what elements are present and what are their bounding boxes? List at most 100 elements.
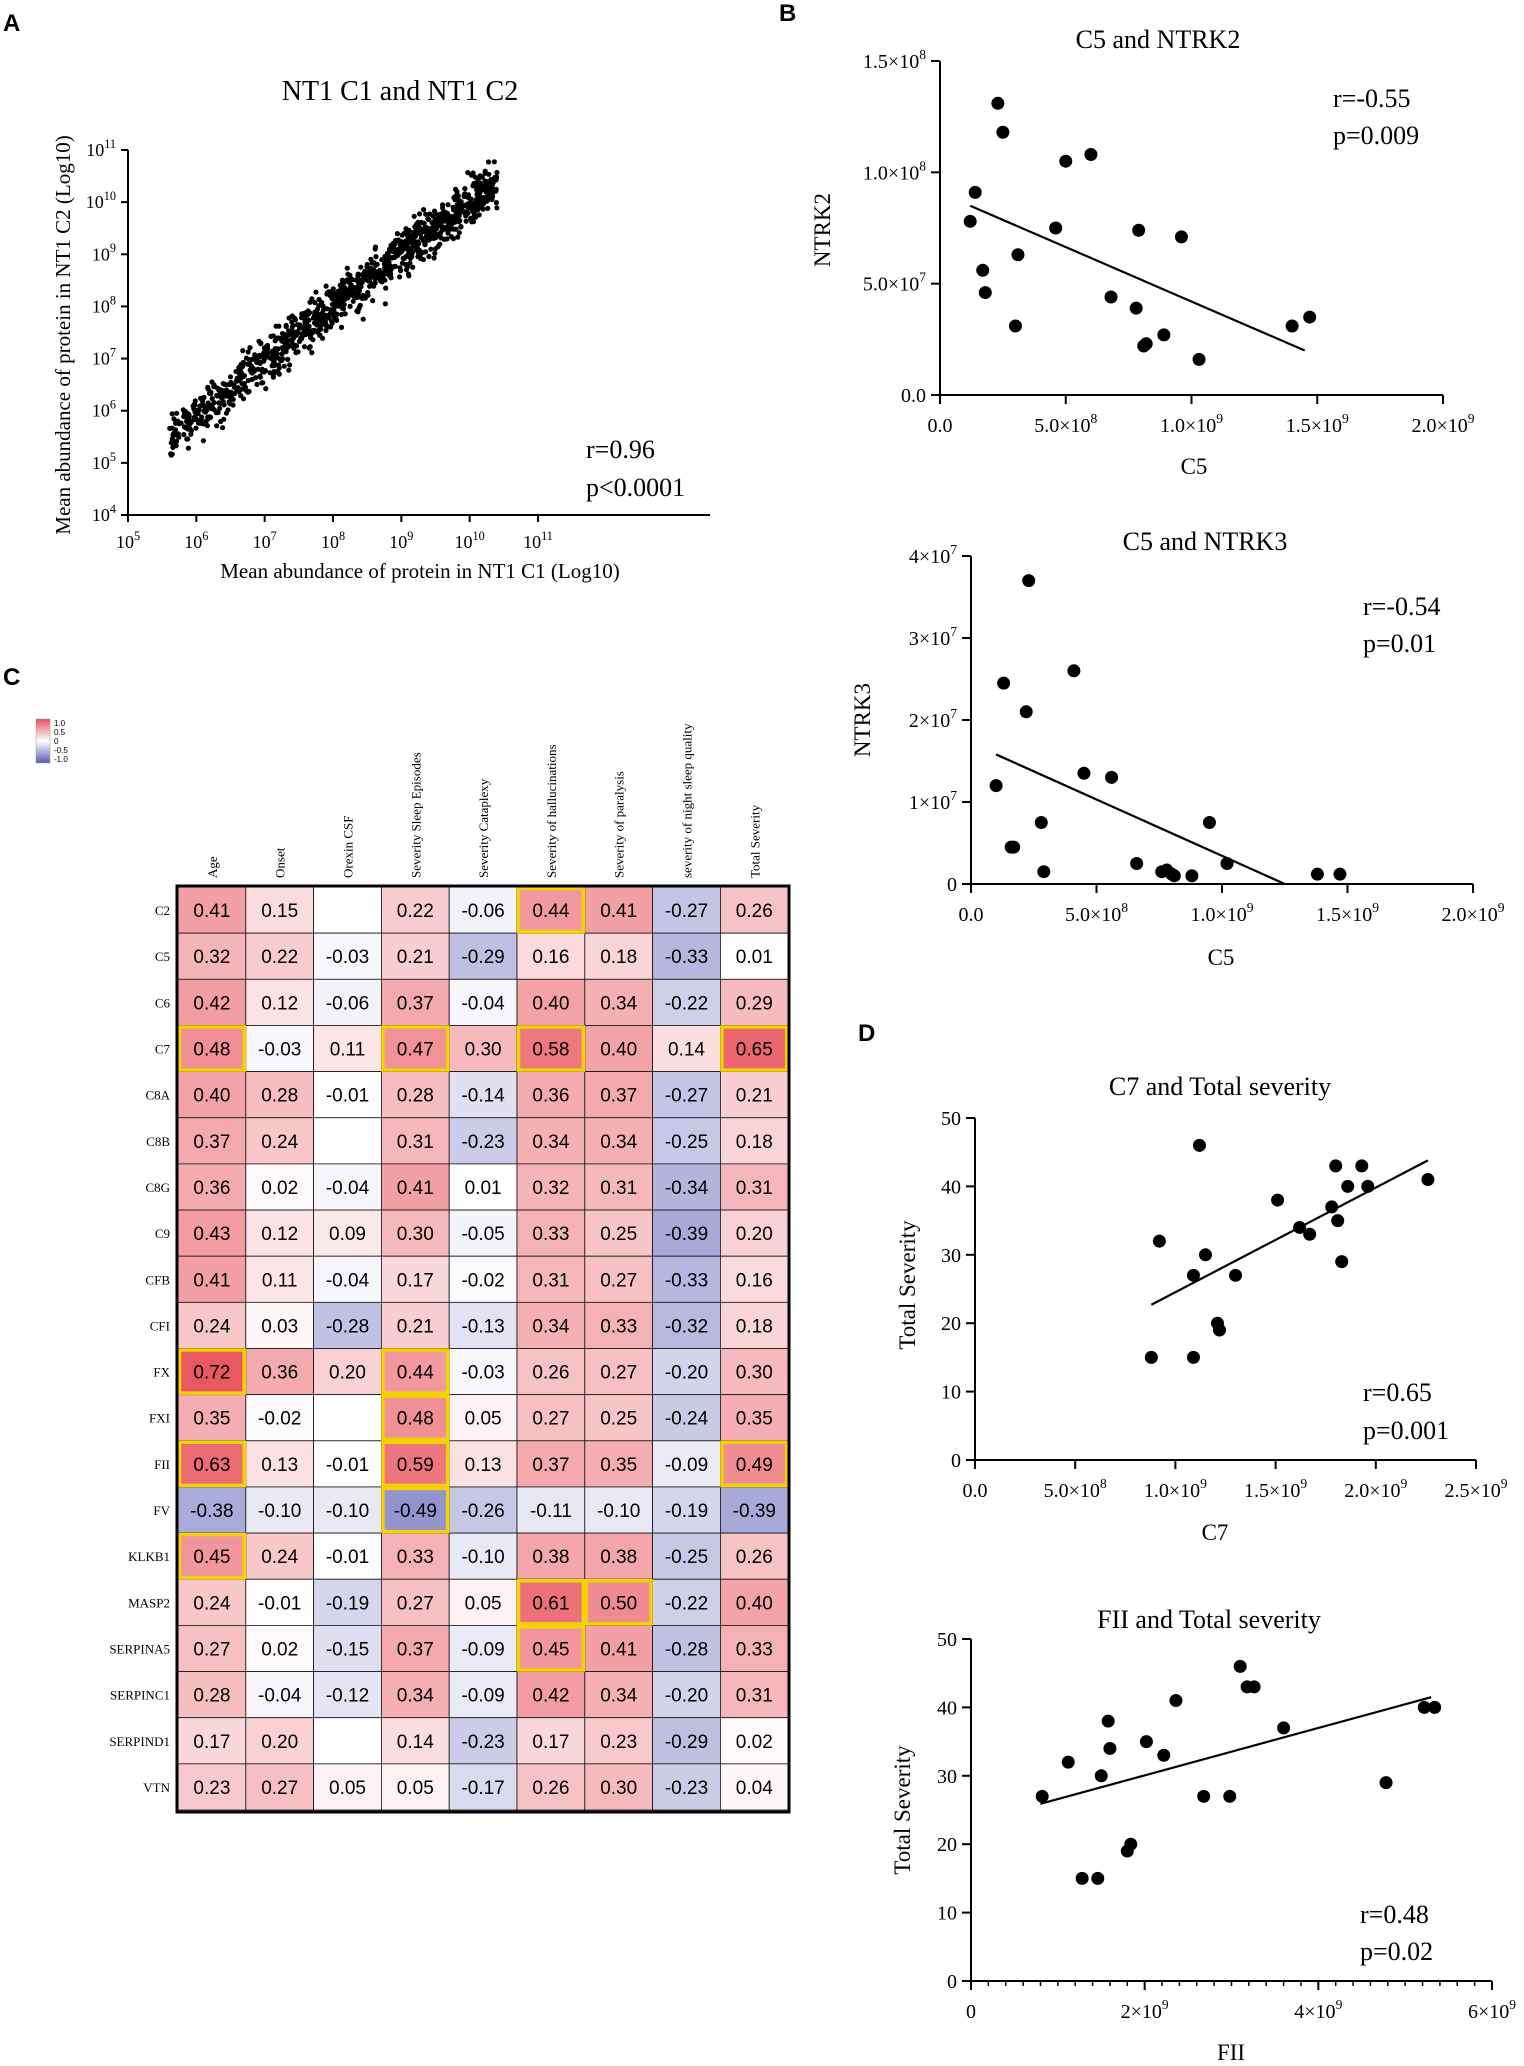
heatmap-cell-value: 0.22	[397, 901, 434, 922]
y-tick-label: 3×107	[909, 624, 957, 650]
heatmap-cell-value: 0.34	[397, 1686, 434, 1707]
data-point	[441, 236, 447, 242]
data-point	[459, 208, 465, 214]
heatmap-cell-value: -0.10	[326, 1501, 369, 1522]
panel-b2-scatter: C5 and NTRK3 0 1×107 2×107 3×107 4×107 0.0 5.0…	[850, 527, 1505, 970]
data-point	[313, 328, 319, 334]
data-point	[205, 386, 211, 392]
data-point	[296, 338, 303, 344]
data-point	[448, 234, 454, 240]
heatmap-cell	[720, 1717, 789, 1765]
heatmap-cell-value: 0.14	[397, 1732, 434, 1753]
heatmap-cell-value: 0.05	[465, 1593, 502, 1614]
data-point	[383, 285, 389, 291]
heatmap-cell	[584, 1209, 653, 1257]
data-point	[421, 207, 427, 213]
data-point	[491, 159, 497, 165]
data-point	[1212, 1323, 1226, 1337]
heatmap-cell	[448, 932, 518, 980]
heatmap-cell	[380, 1348, 450, 1396]
heatmap-cell-value: 0.29	[736, 993, 773, 1014]
heatmap-cell-value: -0.09	[665, 1455, 708, 1476]
heatmap-cell-value: -0.10	[461, 1547, 504, 1568]
data-point	[1341, 1179, 1355, 1193]
data-point	[991, 96, 1005, 110]
heatmap-cell-value: 0.05	[329, 1778, 366, 1799]
heatmap-cell	[516, 1532, 586, 1580]
heatmap-column-label: Age	[205, 856, 220, 878]
chart-a-x-ticks: 105 106 107 108 109 1010 1011	[116, 515, 553, 552]
heatmap-cell	[380, 1163, 450, 1211]
heatmap-cell-value: 0.34	[532, 1316, 569, 1337]
data-point	[1034, 816, 1048, 829]
heatmap-cell	[652, 1394, 721, 1442]
data-point	[259, 366, 265, 372]
heatmap-cell	[380, 1209, 450, 1257]
data-point	[1007, 840, 1021, 854]
heatmap-column-label: severity of night sleep quality	[680, 723, 695, 878]
heatmap-row-label: VTN	[143, 1780, 170, 1795]
data-point	[1067, 664, 1081, 678]
data-point	[469, 219, 475, 225]
x-tick-label: 1010	[455, 529, 485, 552]
x-tick-label: 0.0	[963, 1480, 988, 1502]
heatmap-cell	[313, 1301, 382, 1349]
data-point	[1271, 1193, 1285, 1207]
heatmap-cell	[313, 1763, 382, 1811]
heatmap-cell	[720, 1209, 789, 1257]
heatmap-cell	[720, 1671, 789, 1719]
data-point	[387, 247, 393, 253]
heatmap-cell	[313, 1394, 382, 1442]
heatmap-cell	[380, 1532, 450, 1580]
legend-label-3: 0	[54, 737, 59, 746]
heatmap-cell-value: -0.20	[665, 1363, 708, 1384]
heatmap-cell-value: -0.29	[461, 947, 504, 968]
heatmap-highlight	[381, 1394, 450, 1442]
heatmap-cell-value: 0.11	[330, 1040, 366, 1061]
x-tick-label: 1.5×109	[1244, 1476, 1307, 1502]
heatmap-cell	[652, 1025, 721, 1072]
y-tick-label: 104	[92, 502, 116, 525]
heatmap-cell-value: 0.21	[397, 1316, 434, 1337]
heatmap-row-label: SERPIND1	[109, 1734, 170, 1749]
heatmap-cell	[652, 1071, 721, 1119]
data-point	[334, 302, 340, 308]
heatmap-cell	[516, 1717, 586, 1765]
data-point	[408, 255, 414, 261]
heatmap-cell	[177, 1163, 247, 1211]
heatmap-cell	[516, 1301, 586, 1349]
heatmap-cell-value: 0.15	[261, 901, 298, 922]
x-tick-label: 0.0	[928, 415, 953, 437]
heatmap-row-label: C7	[155, 1042, 171, 1057]
heatmap-cell-value: -0.10	[597, 1501, 640, 1522]
heatmap-cell	[380, 978, 450, 1026]
heatmap-cell-value: 0.34	[600, 1132, 637, 1153]
data-point	[289, 313, 295, 319]
heatmap-cell-value: -0.01	[326, 1086, 369, 1107]
data-point	[1049, 221, 1063, 235]
x-tick-label: 1.0×109	[1144, 1476, 1207, 1502]
heatmap-cell-value: -0.10	[258, 1501, 301, 1522]
data-point	[286, 367, 292, 373]
heatmap-cell-value: 0.59	[397, 1455, 434, 1476]
heatmap-cell-value: 0.24	[193, 1316, 230, 1337]
data-point	[1077, 766, 1091, 780]
data-point	[365, 271, 371, 277]
heatmap-cell-value: -0.03	[258, 1040, 301, 1061]
data-point	[433, 211, 439, 217]
data-point	[485, 159, 492, 165]
data-point	[329, 289, 335, 295]
chart-d2-ylabel: Total Severity	[890, 1745, 915, 1875]
chart-d2-ticks: 0 10 20 30 40 50 0 2×109 4×109 6×109	[937, 1629, 1516, 2023]
x-tick-label: 2.0×109	[1344, 1476, 1407, 1502]
heatmap-cell-value: 0.37	[532, 1455, 569, 1476]
heatmap-cell	[448, 1440, 518, 1488]
data-point	[235, 385, 241, 391]
heatmap-cell-value: 0.40	[600, 1040, 637, 1061]
heatmap-highlight	[177, 1532, 247, 1580]
heatmap-cell	[720, 1348, 789, 1396]
data-point	[348, 285, 354, 291]
data-point	[325, 289, 331, 296]
y-tick-label: 10	[941, 1382, 961, 1404]
data-point	[214, 392, 220, 399]
